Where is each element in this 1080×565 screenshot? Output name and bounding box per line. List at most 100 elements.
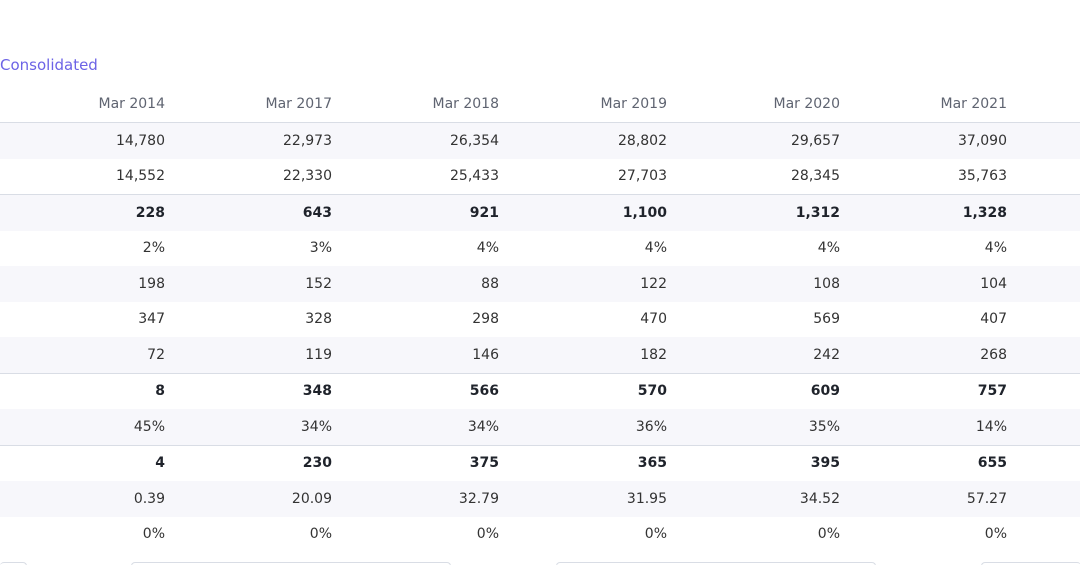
table-row: 228 643 921 1,100 1,312 1,328 [0,194,1080,231]
row-spacer [1007,409,1080,445]
table-body: 14,780 22,973 26,354 28,802 29,657 37,090 14,5… [0,122,1080,553]
table-row: 0% 0% 0% 0% 0% 0% [0,517,1080,553]
table-header-row: Mar 2014 Mar 2017 Mar 2018 Mar 2019 Mar … [0,86,1080,123]
bottom-card-edge [981,562,1080,565]
table-cell: 104 [840,266,1007,302]
table-cell: 0% [984,526,1007,543]
table-cell: 108 [667,266,840,302]
row-spacer [1007,231,1080,267]
table-cell: 4 [0,444,165,481]
column-header: Mar 2017 [165,86,332,123]
table-cell: 34.52 [667,481,840,517]
table-cell: 36% [499,409,667,445]
table-cell: 32.79 [332,481,499,517]
table-cell: 0% [142,526,165,543]
table-cell: 28,345 [791,168,840,185]
table-cell: 14,780 [0,122,165,159]
table-cell: 242 [667,337,840,373]
table-cell: 31.95 [499,481,667,517]
table-cell: 14,552 [116,168,165,185]
row-spacer [1007,122,1080,159]
row-spacer [1007,302,1080,338]
column-header: Mar 2021 [840,86,1007,123]
table-cell: 298 [472,311,499,328]
bottom-card-edge [0,562,27,565]
table-cell: 119 [165,337,332,373]
table-row: 14,552 22,330 25,433 27,703 28,345 35,763 [0,159,1080,195]
table-cell: 570 [499,372,667,409]
table-row: 4 230 375 365 395 655 [0,444,1080,481]
table-row: 2% 3% 4% 4% 4% 4% [0,231,1080,267]
table-cell: 348 [165,372,332,409]
table-cell: 27,703 [618,168,667,185]
table-cell: 0% [644,526,667,543]
table-cell: 3% [309,240,332,257]
column-spacer [1007,86,1080,123]
consolidated-link[interactable]: Consolidated [0,56,98,74]
table-cell: 28,802 [499,122,667,159]
table-cell: 328 [305,311,332,328]
table-cell: 609 [667,372,840,409]
table-cell: 4% [817,240,840,257]
table-cell: 4% [476,240,499,257]
table-cell: 152 [165,266,332,302]
table-row: 45% 34% 34% 36% 35% 14% [0,409,1080,445]
table-cell: 395 [667,444,840,481]
table-cell: 14% [840,409,1007,445]
table-cell: 25,433 [450,168,499,185]
table-cell: 921 [332,194,499,231]
table-cell: 34% [165,409,332,445]
table-cell: 29,657 [667,122,840,159]
column-header: Mar 2018 [332,86,499,123]
table-row: 8 348 566 570 609 757 [0,372,1080,409]
table-cell: 57.27 [840,481,1007,517]
table-cell: 37,090 [840,122,1007,159]
table-cell: 182 [499,337,667,373]
table-cell: 45% [0,409,165,445]
financial-data-table: Mar 2014 Mar 2017 Mar 2018 Mar 2019 Mar … [0,86,1080,552]
table-cell: 35,763 [958,168,1007,185]
bottom-card-edge [131,562,451,565]
table-cell: 0% [817,526,840,543]
table-cell: 228 [0,194,165,231]
table-cell: 1,328 [840,194,1007,231]
row-spacer [1007,194,1080,231]
column-header: Mar 2014 [0,86,165,123]
table-cell: 0% [476,526,499,543]
table-cell: 22,973 [165,122,332,159]
table-cell: 365 [499,444,667,481]
table-cell: 2% [142,240,165,257]
table-row: 72 119 146 182 242 268 [0,337,1080,373]
column-header: Mar 2020 [667,86,840,123]
table-cell: 8 [0,372,165,409]
bottom-card-edge [556,562,876,565]
row-spacer [1007,159,1080,195]
row-spacer [1007,444,1080,481]
row-spacer [1007,517,1080,553]
table-cell: 1,100 [499,194,667,231]
table-cell: 375 [332,444,499,481]
table-cell: 4% [644,240,667,257]
column-header: Mar 2019 [499,86,667,123]
table-cell: 347 [138,311,165,328]
table-cell: 230 [165,444,332,481]
table-cell: 34% [332,409,499,445]
table-cell: 146 [332,337,499,373]
table-cell: 757 [840,372,1007,409]
table-cell: 1,312 [667,194,840,231]
table-cell: 72 [0,337,165,373]
table-cell: 655 [840,444,1007,481]
table-cell: 26,354 [332,122,499,159]
table-cell: 643 [165,194,332,231]
table-cell: 0% [309,526,332,543]
table-cell: 566 [332,372,499,409]
table-cell: 122 [499,266,667,302]
table-cell: 407 [980,311,1007,328]
table-cell: 569 [813,311,840,328]
row-spacer [1007,266,1080,302]
table-cell: 22,330 [283,168,332,185]
table-cell: 198 [0,266,165,302]
table-row: 347 328 298 470 569 407 [0,302,1080,338]
row-spacer [1007,337,1080,373]
